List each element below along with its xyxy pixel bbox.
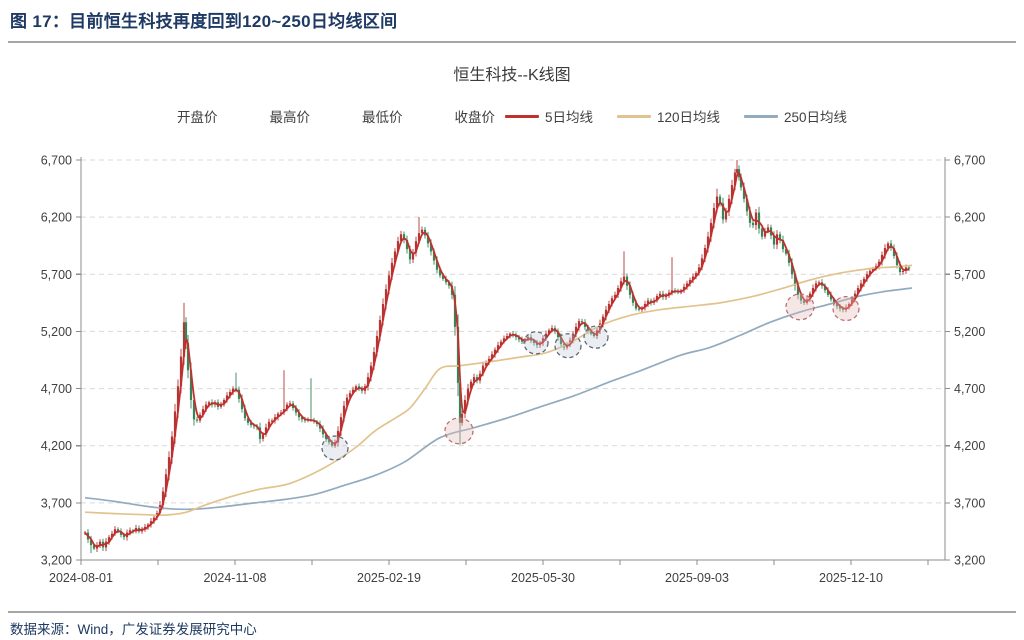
axes — [76, 157, 950, 565]
y-tick-label: 4,700 — [954, 382, 985, 396]
legend-item-ma5: 5日均线 — [504, 106, 593, 126]
ma5-line-marker-icon — [504, 114, 539, 118]
chart-title: 恒生科技--K线图 — [453, 67, 571, 84]
y-tick-label: 3,200 — [41, 554, 72, 568]
y-tick-label: 6,200 — [954, 211, 985, 225]
legend-item-label: 5日均线 — [544, 110, 593, 125]
ma250-series — [84, 287, 913, 511]
y-tick-label: 5,200 — [954, 325, 985, 339]
candle-series — [83, 160, 911, 554]
legend-item-label: 最低价 — [361, 110, 403, 125]
y-tick-label: 5,700 — [41, 268, 72, 282]
x-tick-label: 2025-12-10 — [819, 571, 883, 585]
legend-item-open: 开盘价 — [177, 106, 218, 126]
y-tick-label: 6,700 — [41, 154, 72, 168]
legend-item-low: 最低价 — [362, 106, 403, 126]
y-tick-label: 5,200 — [41, 325, 72, 339]
x-tick-label: 2024-08-01 — [49, 571, 113, 585]
y-tick-label: 3,700 — [954, 496, 985, 510]
legend-item-ma250: 250日均线 — [744, 106, 847, 126]
ma5-line — [84, 172, 910, 548]
ma5-series — [84, 172, 910, 548]
ma-touch-circle — [785, 293, 815, 321]
x-tick-label: 2024-11-08 — [203, 571, 266, 585]
ma-touch-circle — [321, 435, 349, 461]
y-tick-label: 4,200 — [41, 439, 72, 453]
y-tick-label: 4,700 — [41, 382, 72, 396]
x-tick-label: 2025-05-30 — [511, 571, 575, 585]
bottom-divider — [8, 611, 1016, 613]
x-tick-label: 2025-09-03 — [665, 571, 729, 585]
ma-touch-circle — [832, 295, 860, 322]
ma-touch-circle — [554, 333, 582, 359]
legend-item-label: 开盘价 — [176, 110, 218, 125]
y-tick-labels-right: 3,200 3,700 4,200 4,700 5,200 5,700 6,200 6,700 — [954, 154, 985, 568]
source-note: 数据来源：Wind，广发证券发展研究中心 — [10, 622, 257, 637]
ma120-line-marker-icon — [616, 114, 651, 118]
gridlines — [81, 159, 945, 504]
legend-item-label: 120日均线 — [656, 110, 720, 125]
legend-item-high: 最高价 — [269, 106, 310, 126]
ma-touch-circle — [583, 325, 609, 349]
y-tick-label: 3,200 — [954, 554, 985, 568]
y-tick-labels-left: 3,200 3,700 4,200 4,700 5,200 5,700 6,200 6,700 — [41, 154, 72, 568]
y-tick-label: 4,200 — [954, 439, 985, 453]
y-tick-label: 6,700 — [954, 154, 985, 168]
y-tick-label: 6,200 — [41, 211, 72, 225]
legend-item-label: 收盘价 — [454, 110, 495, 125]
ma-touch-circle — [523, 331, 549, 355]
x-tick-labels: 2024-08-01 2024-11-08 2025-02-19 2025-05-30… — [49, 571, 883, 585]
ma250-line-marker-icon — [744, 114, 778, 118]
ma-touch-circle — [444, 417, 474, 445]
y-tick-label: 5,700 — [954, 268, 985, 282]
x-tick-label: 2025-02-19 — [357, 571, 421, 585]
legend-item-label: 250日均线 — [784, 110, 848, 125]
y-tick-label: 3,700 — [41, 496, 72, 510]
annotation-circles — [321, 293, 860, 461]
legend-item-label: 最高价 — [269, 110, 310, 125]
legend-item-close: 收盘价 — [454, 106, 495, 126]
legend: 开盘价 最高价 最低价 收盘价 5日均线 120日均线 250日均线 — [0, 106, 1024, 126]
figure-title: 图 17：目前恒生科技再度回到120~250日均线区间 — [10, 12, 398, 31]
top-divider — [8, 41, 1016, 43]
ma250-line — [84, 287, 913, 511]
legend-item-ma120: 120日均线 — [616, 106, 720, 126]
